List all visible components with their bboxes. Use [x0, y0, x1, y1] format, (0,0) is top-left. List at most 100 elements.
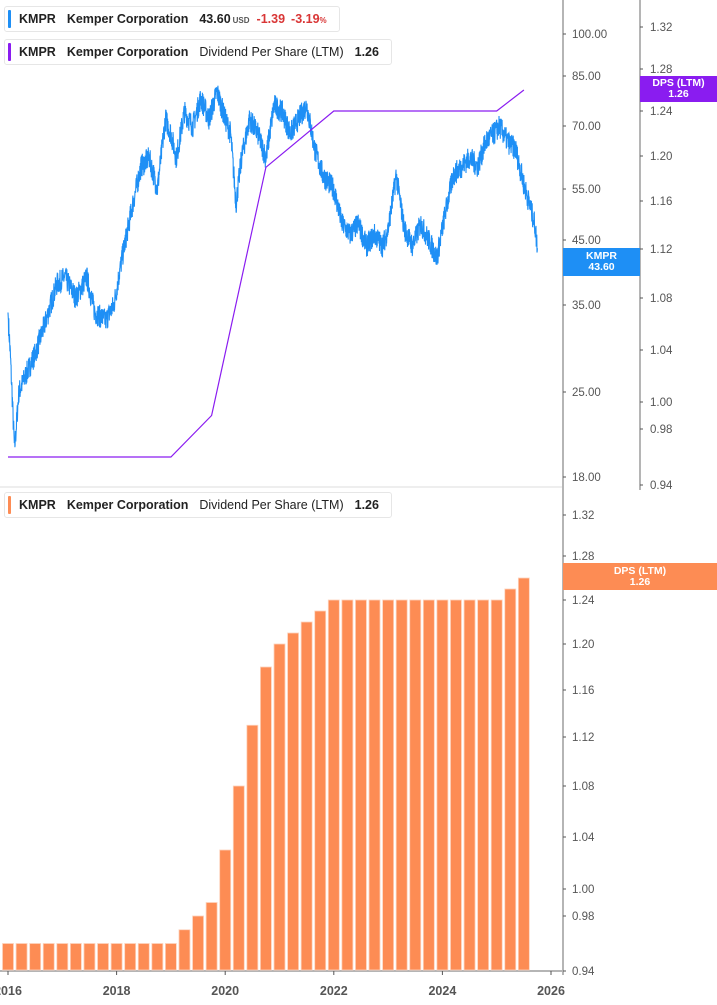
dps-bar [178, 929, 191, 971]
x-axis-label: 2026 [537, 984, 565, 998]
dps-bar [300, 621, 313, 971]
series-color-bar [8, 43, 11, 61]
dps-bar [164, 943, 177, 971]
dps-axis-label: 1.00 [650, 397, 672, 409]
dps-bar [137, 943, 150, 971]
dps-axis-label: 1.32 [650, 22, 672, 34]
x-axis-label: 2016 [0, 984, 22, 998]
legend-metric: Dividend Per Share (LTM) [199, 45, 344, 59]
series-color-bar [8, 10, 11, 28]
dps-axis-label: 1.04 [650, 345, 673, 357]
legend-company: Kemper Corporation [66, 498, 189, 512]
dps-bar [192, 915, 204, 971]
legend-change: -1.39 [256, 12, 286, 26]
dps-bar [29, 943, 42, 971]
dps-axis-label: 1.16 [650, 196, 672, 208]
dps-bar [205, 902, 218, 971]
legend-dps-bottom[interactable]: KMPR Kemper Corporation Dividend Per Sha… [4, 492, 392, 518]
dps-bar [83, 943, 96, 971]
dps-axis-label: 0.98 [650, 424, 672, 436]
bottom-axis-label: 1.00 [572, 884, 594, 896]
dps-bar [368, 599, 381, 971]
dps-bottom-last-value-tag: DPS (LTM) 1.26 [563, 563, 717, 590]
bottom-axis-label: 1.16 [572, 685, 594, 697]
dps-bar [246, 724, 259, 971]
legend-dps-top[interactable]: KMPR Kemper Corporation Dividend Per Sha… [4, 39, 392, 65]
dps-bar [477, 599, 490, 971]
bottom-axis-label: 1.24 [572, 595, 595, 607]
legend-value: 1.26 [354, 45, 379, 59]
x-axis-label: 2024 [428, 984, 456, 998]
legend-metric: Dividend Per Share (LTM) [199, 498, 344, 512]
price-axis-label: 25.00 [572, 387, 601, 399]
price-axis-label: 55.00 [572, 184, 601, 196]
price-last-value-tag: KMPR 43.60 [563, 248, 640, 276]
price-axis-label: 70.00 [572, 121, 601, 133]
dps-axis-label: 1.08 [650, 293, 672, 305]
dps-bar [151, 943, 164, 971]
dps-bar [219, 849, 232, 971]
dps-top-last-value-tag: DPS (LTM) 1.26 [640, 76, 717, 102]
legend-company: Kemper Corporation [66, 12, 189, 26]
price-axis-label: 18.00 [572, 472, 601, 484]
dps-bar [15, 943, 28, 971]
x-axis-label: 2018 [103, 984, 131, 998]
dps-bar [490, 599, 503, 971]
dps-bar [341, 599, 354, 971]
legend-ticker: KMPR [19, 498, 56, 512]
legend-price-value: 43.60 [199, 12, 231, 26]
dps-bar [2, 943, 14, 971]
dps-bar [232, 785, 245, 971]
series-color-bar [8, 496, 11, 514]
dps-axis-label: 0.94 [650, 480, 673, 492]
dps-bar [56, 943, 69, 971]
dps-bar [395, 599, 408, 971]
dps-axis-label: 1.20 [650, 151, 672, 163]
price-axis-label: 85.00 [572, 71, 601, 83]
bottom-axis-label: 1.20 [572, 639, 594, 651]
bottom-axis-label: 1.08 [572, 781, 594, 793]
bottom-axis-label: 1.32 [572, 510, 594, 522]
x-axis-label: 2022 [320, 984, 348, 998]
legend-currency: USD [232, 16, 250, 25]
legend-company: Kemper Corporation [66, 45, 189, 59]
legend-change-pct: -3.19% [291, 12, 327, 26]
dps-bar [463, 599, 476, 971]
price-axis-label: 100.00 [572, 29, 607, 41]
x-axis-label: 2020 [211, 984, 239, 998]
dps-bar [110, 943, 123, 971]
dps-bar [436, 599, 449, 971]
bottom-axis-label: 1.04 [572, 832, 595, 844]
dps-bar [260, 666, 272, 971]
bottom-axis-label: 1.12 [572, 732, 594, 744]
dps-bar [97, 943, 109, 971]
dps-bar [504, 588, 517, 971]
legend-ticker: KMPR [19, 45, 56, 59]
dps-bar [422, 599, 435, 971]
dps-axis-label: 1.12 [650, 244, 672, 256]
price-axis-label: 35.00 [572, 300, 601, 312]
dps-bar [287, 632, 299, 971]
dps-bar [69, 943, 82, 971]
dps-axis-label: 1.28 [650, 64, 672, 76]
bottom-axis-label: 0.98 [572, 911, 594, 923]
dps-axis-label: 1.24 [650, 106, 673, 118]
legend-ticker: KMPR [19, 12, 56, 26]
dps-bar [355, 599, 367, 971]
dps-series-line [8, 89, 525, 458]
dps-bar [382, 599, 395, 971]
dps-bar [517, 577, 530, 971]
dps-bar [124, 943, 137, 971]
dps-bar [450, 599, 462, 971]
legend-price[interactable]: KMPR Kemper Corporation 43.60 USD -1.39 … [4, 6, 340, 32]
price-series-line [7, 85, 538, 448]
legend-value: 1.26 [354, 498, 379, 512]
price-axis-label: 45.00 [572, 235, 601, 247]
bottom-axis-label: 0.94 [572, 966, 595, 978]
dps-bar [314, 610, 327, 971]
dps-bar [42, 943, 55, 971]
dps-bar [409, 599, 422, 971]
dps-bar [273, 643, 286, 971]
dps-bar [327, 599, 340, 971]
